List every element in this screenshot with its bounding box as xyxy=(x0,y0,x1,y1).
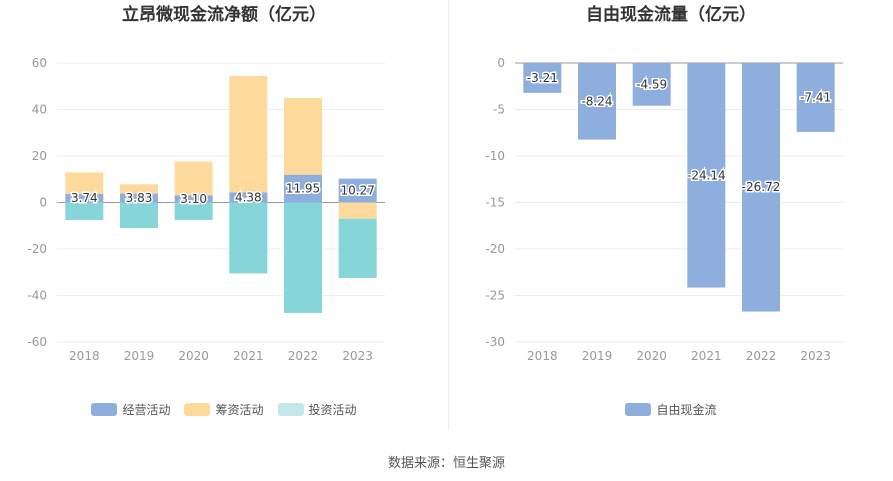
left-chart-title: 立昂微现金流净额（亿元） xyxy=(122,5,326,25)
data-label: -7.41 xyxy=(800,90,831,104)
y-tick-label: 40 xyxy=(32,103,47,117)
legend-swatch-investing xyxy=(277,403,304,416)
right-chart-panel: 自由现金流量（亿元） 0 -5 -10 -15 -20 -25 -30 2018 2019 202… xyxy=(449,0,893,430)
y-tick-label: -40 xyxy=(27,289,47,303)
bar-financing xyxy=(65,172,104,194)
legend-label-investing: 投资活动 xyxy=(308,403,357,417)
data-label: -26.72 xyxy=(742,180,781,194)
bar-operating xyxy=(65,193,104,203)
data-label: 11.95 xyxy=(286,182,320,196)
y-tick-label: -60 xyxy=(27,335,47,349)
bar-free-cash-flow xyxy=(578,63,616,140)
legend-label-operating: 经营活动 xyxy=(122,403,171,417)
y-tick-label: -10 xyxy=(485,149,505,163)
bar-investing xyxy=(174,202,213,220)
legend-item-operating[interactable]: 经营活动 xyxy=(91,401,170,418)
y-tick-label: 20 xyxy=(32,149,47,163)
y-tick-label: 0 xyxy=(497,56,505,70)
bar-free-cash-flow xyxy=(687,63,726,288)
x-tick-label: 2023 xyxy=(342,349,373,363)
x-tick-label: 2020 xyxy=(636,349,667,363)
data-label: 3.74 xyxy=(71,191,98,205)
y-tick-label: -25 xyxy=(485,289,505,303)
legend-item-financing[interactable]: 筹资活动 xyxy=(184,401,264,418)
data-label: -8.24 xyxy=(581,94,612,108)
bar-operating xyxy=(338,178,377,203)
x-tick-label: 2022 xyxy=(746,349,777,363)
legend-item-free-cash-flow[interactable]: 自由现金流 xyxy=(625,401,717,418)
legend-swatch-financing xyxy=(184,403,211,416)
y-tick-label: -20 xyxy=(485,242,505,256)
y-tick-label: -30 xyxy=(485,335,505,349)
bar-operating xyxy=(120,193,158,203)
data-label: -4.59 xyxy=(636,77,667,91)
bar-operating xyxy=(229,192,268,203)
x-tick-label: 2020 xyxy=(178,349,209,363)
bar-financing xyxy=(174,161,213,196)
left-chart-panel: 立昂微现金流净额（亿元） 60 40 20 0 -20 -40 -60 2018 2019 202… xyxy=(0,0,448,430)
y-tick-label: -20 xyxy=(27,242,47,256)
right-legend: 自由现金流 xyxy=(449,401,893,418)
bar-financing xyxy=(338,202,377,219)
data-source-note: 数据来源：恒生聚源 xyxy=(387,456,505,471)
y-tick-label: -15 xyxy=(485,196,505,210)
bar-operating xyxy=(174,195,213,203)
right-chart-svg: 0 -5 -10 -15 -20 -25 -30 2018 2019 2020 2021 2022 20… xyxy=(485,56,843,363)
y-tick-label: -5 xyxy=(493,103,505,117)
bar-free-cash-flow xyxy=(742,63,780,312)
bar-free-cash-flow xyxy=(796,63,835,132)
data-label: 3.10 xyxy=(180,192,207,206)
x-tick-label: 2018 xyxy=(527,349,558,363)
legend-swatch-operating xyxy=(91,403,118,416)
bar-free-cash-flow xyxy=(523,63,562,93)
data-label: 10.27 xyxy=(340,184,374,198)
x-tick-label: 2022 xyxy=(288,349,319,363)
data-label: 4.38 xyxy=(235,190,262,204)
x-tick-label: 2023 xyxy=(800,349,831,363)
left-legend: 经营活动 筹资活动 投资活动 xyxy=(0,401,448,418)
y-tick-label: 0 xyxy=(39,196,47,210)
bar-financing xyxy=(120,184,158,194)
bar-financing xyxy=(284,97,322,175)
legend-label-free-cash-flow: 自由现金流 xyxy=(656,403,717,417)
bar-investing xyxy=(284,202,322,313)
bar-financing xyxy=(229,76,268,193)
y-tick-label: 60 xyxy=(32,56,47,70)
legend-item-investing[interactable]: 投资活动 xyxy=(277,401,357,418)
right-chart-title: 自由现金流量（亿元） xyxy=(586,5,756,25)
data-label: -24.14 xyxy=(687,168,726,182)
x-tick-label: 2021 xyxy=(691,349,722,363)
data-label: 3.83 xyxy=(126,191,153,205)
x-tick-label: 2021 xyxy=(233,349,264,363)
bar-investing xyxy=(65,202,104,220)
data-label: -3.21 xyxy=(527,71,558,85)
bar-free-cash-flow xyxy=(632,63,671,106)
bar-investing xyxy=(229,202,268,274)
left-chart-svg: 60 40 20 0 -20 -40 -60 2018 2019 2020 2021 2022 2023… xyxy=(27,56,385,363)
bar-operating xyxy=(284,174,322,203)
panel-divider xyxy=(448,0,449,430)
legend-label-financing: 筹资活动 xyxy=(215,403,264,417)
legend-swatch-free-cash-flow xyxy=(625,403,652,416)
bar-investing xyxy=(120,202,158,229)
bar-investing xyxy=(338,218,377,279)
x-tick-label: 2018 xyxy=(69,349,100,363)
x-tick-label: 2019 xyxy=(582,349,613,363)
x-tick-label: 2019 xyxy=(124,349,155,363)
